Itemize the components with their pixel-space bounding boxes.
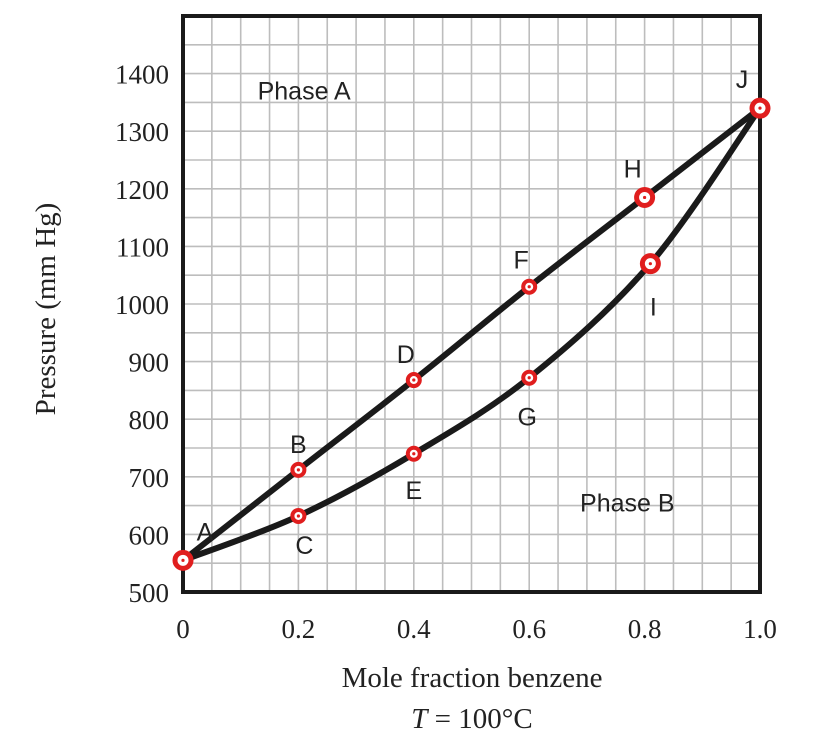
temperature-value: = 100°C [427,703,532,735]
point-label-a: A [197,518,214,546]
point-d-dot [412,378,416,382]
point-i-dot [648,262,652,266]
curves [180,105,763,564]
region-label-2: Phase B [580,489,675,517]
x-tick-label: 0.2 [282,614,316,644]
point-label-f: F [514,247,529,275]
point-label-c: C [295,532,313,560]
temperature-symbol: T [411,703,429,735]
y-tick-label: 1200 [115,175,169,205]
point-label-i: I [650,294,657,322]
point-labels: A B C D E F G H I J Phase A Phase B [197,66,749,560]
temperature-subtitle: T = 100°C [411,703,532,735]
y-axis-title: Pressure (mm Hg) [30,203,62,416]
x-tick-label: 0.8 [628,614,662,644]
y-tick-label: 1400 [115,60,169,90]
curve-1 [180,105,763,564]
x-tick-label: 1.0 [743,614,777,644]
region-label-1: Phase A [258,78,351,106]
x-tick-label: 0.6 [512,614,546,644]
point-a-dot [181,558,185,562]
tick-labels: 0 0.2 0.4 0.6 0.8 1.0 500 600 700 800 900 1000 1100 1… [115,60,777,644]
point-e-dot [412,452,416,456]
point-g-dot [527,376,531,380]
y-tick-label: 500 [129,578,170,608]
y-tick-label: 1100 [116,232,169,262]
curve-2 [180,105,763,564]
point-label-b: B [290,431,307,459]
y-tick-label: 1000 [115,290,169,320]
y-tick-label: 900 [129,348,170,378]
x-tick-label: 0.4 [397,614,431,644]
point-label-g: G [517,404,536,432]
point-label-d: D [397,341,415,369]
point-h-dot [643,195,647,200]
point-b-dot [296,468,300,472]
point-label-j: J [736,66,749,94]
y-tick-label: 600 [129,520,170,550]
point-label-h: H [624,155,642,183]
point-c-dot [296,514,300,518]
point-j-dot [758,106,762,110]
y-tick-label: 800 [129,405,170,435]
x-tick-label: 0 [176,614,190,644]
plot-frame [181,14,762,594]
x-axis-title: Mole fraction benzene [342,662,603,694]
data-points [172,97,771,571]
y-tick-label: 700 [129,463,170,493]
y-tick-label: 1300 [115,117,169,147]
point-f-dot [527,285,531,289]
point-label-e: E [405,477,422,505]
